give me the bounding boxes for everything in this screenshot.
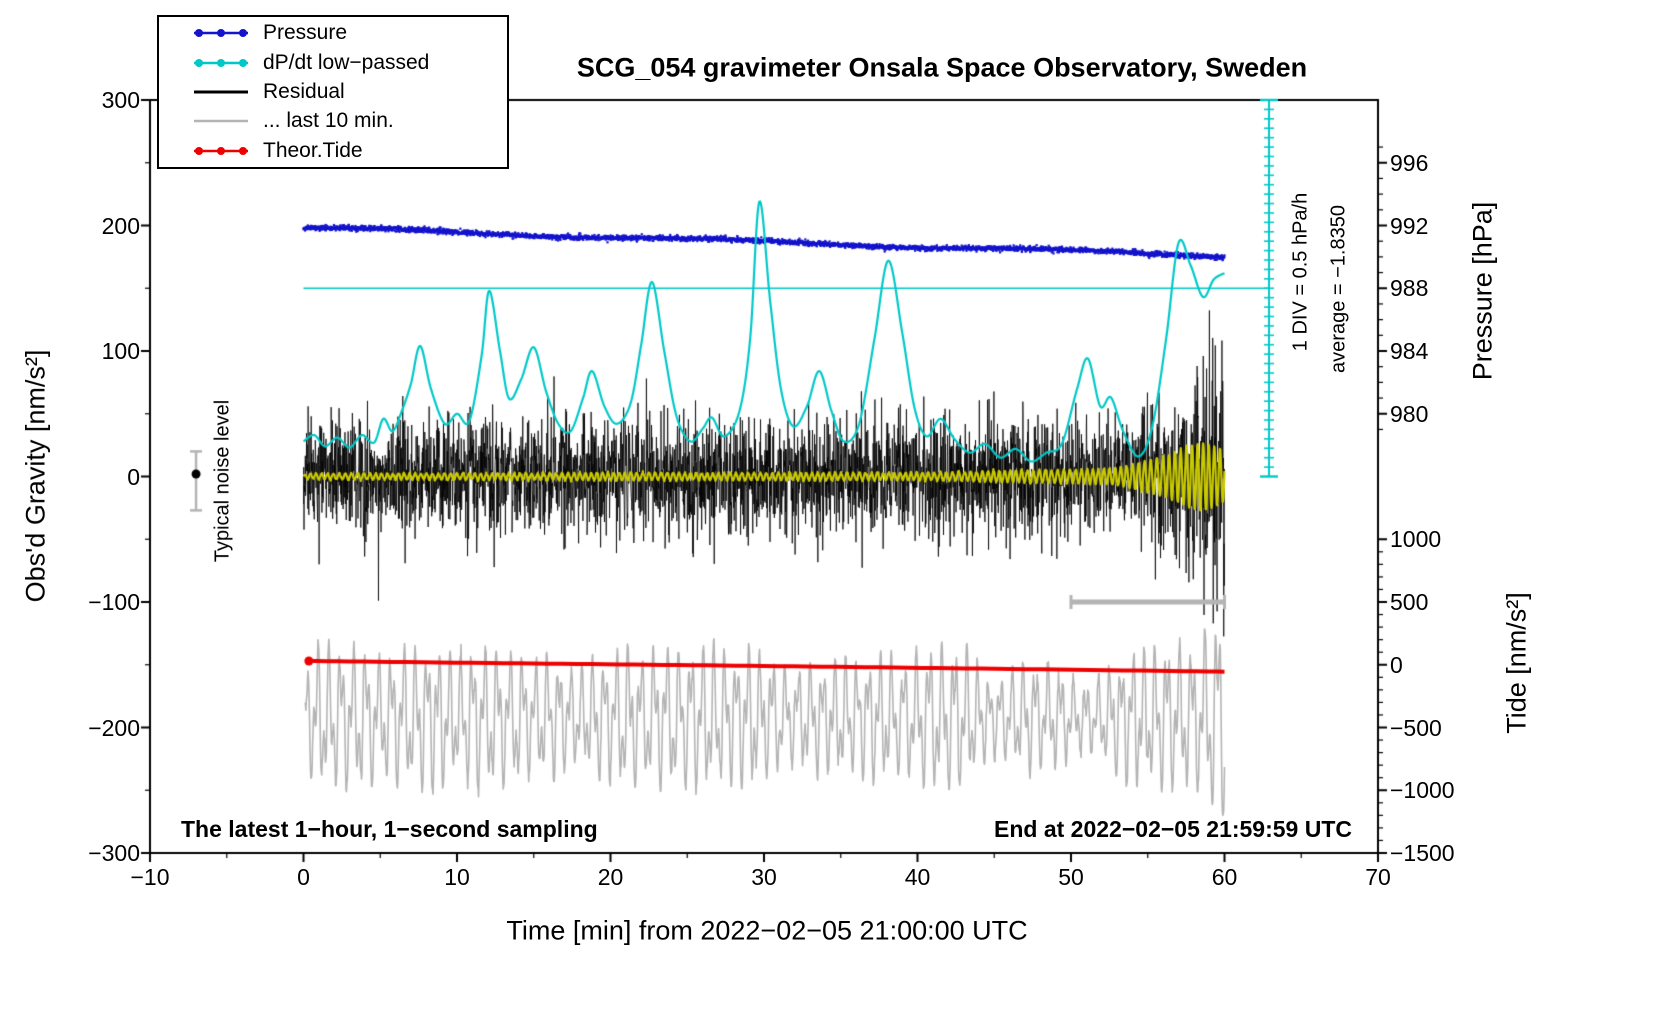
tick-label-left: 300	[101, 87, 140, 113]
legend-item-label: Theor.Tide	[263, 138, 363, 162]
tick-label-left: −300	[88, 840, 140, 866]
y-axis-label-tide: Tide [nm/s²]	[1501, 592, 1532, 734]
tick-label-right: −1500	[1390, 840, 1455, 866]
legend-marker-line-dots	[194, 146, 248, 155]
legend: Pressure dP/dt low−passed Residual ... last…	[157, 15, 509, 169]
legend-item: Residual	[192, 79, 507, 105]
tick-label-left: 0	[127, 463, 140, 490]
legend-item-label: Residual	[263, 79, 345, 103]
legend-marker-line-dots	[194, 29, 248, 38]
tick-label-bottom: 70	[1365, 864, 1391, 890]
tick-label-left: −200	[88, 714, 140, 741]
tick-label-right: −500	[1390, 714, 1442, 741]
tick-label-bottom: 50	[1058, 864, 1084, 890]
legend-marker-line	[194, 120, 248, 123]
tick-label-bottom: 60	[1211, 864, 1238, 890]
tick-label-right: 992	[1390, 212, 1429, 239]
tick-label-right: 988	[1390, 275, 1429, 302]
legend-item-label: ... last 10 min.	[263, 109, 394, 133]
legend-item: Pressure	[192, 20, 507, 46]
legend-item: dP/dt low−passed	[192, 50, 507, 76]
tick-label-bottom: 30	[751, 864, 777, 890]
footnote-end-time: End at 2022−02−05 21:59:59 UTC	[994, 816, 1352, 842]
tick-label-bottom: 10	[444, 864, 470, 890]
tick-label-bottom: −10	[130, 864, 170, 890]
legend-item-label: dP/dt low−passed	[263, 50, 430, 74]
annotation-noise-level: Typical noise level	[211, 399, 234, 563]
tick-label-bottom: 20	[597, 864, 624, 890]
legend-item: Theor.Tide	[192, 138, 507, 164]
chart-title: SCG_054 gravimeter Onsala Space Observat…	[576, 52, 1308, 83]
legend-item: ... last 10 min.	[192, 108, 507, 134]
y-axis-label-pressure: Pressure [hPa]	[1467, 201, 1498, 381]
tick-label-bottom: 0	[297, 864, 310, 890]
annotation-average: average = −1.8350	[1327, 205, 1350, 373]
x-axis-label: Time [min] from 2022−02−05 21:00:00 UTC	[506, 915, 1028, 946]
tick-label-right: 996	[1390, 149, 1429, 176]
tick-label-right: 0	[1390, 651, 1403, 678]
footnote-sampling: The latest 1−hour, 1−second sampling	[181, 816, 598, 842]
tick-label-left: 100	[101, 338, 140, 364]
tick-label-right: 1000	[1390, 526, 1442, 553]
tick-label-left: −100	[88, 589, 140, 615]
legend-marker-line-dots	[194, 58, 248, 67]
tick-label-bottom: 40	[904, 864, 931, 890]
tick-label-right: 980	[1390, 400, 1429, 427]
tick-label-right: −1000	[1390, 777, 1455, 804]
y-axis-label-gravity: Obs'd Gravity [nm/s²]	[20, 349, 51, 603]
tick-label-left: 200	[101, 212, 140, 239]
tick-label-right: 984	[1390, 338, 1429, 364]
legend-item-label: Pressure	[263, 21, 348, 45]
legend-marker-line	[194, 90, 248, 94]
annotation-div-scale: 1 DIV = 0.5 hPa/h	[1289, 192, 1312, 352]
tick-label-right: 500	[1390, 589, 1429, 615]
